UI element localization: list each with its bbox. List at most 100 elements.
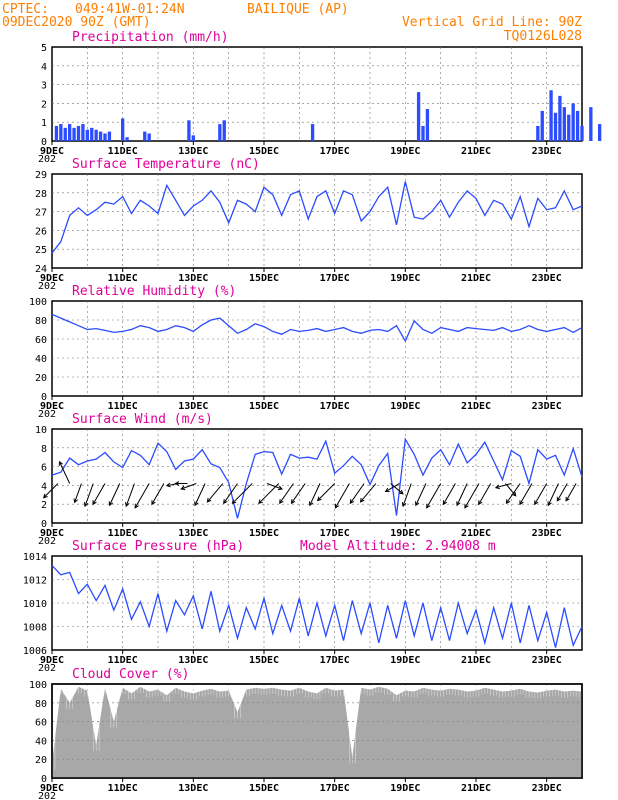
x-tick-label: 17DEC [320,783,350,794]
precip-bar [98,131,103,141]
wind-arrow [279,483,294,504]
precip-bar [121,118,125,141]
wind-arrow-head [258,499,263,505]
x-tick-label: 13DEC [178,655,208,666]
wind-arrow [505,483,517,497]
precip-bar [222,120,226,141]
wind-arrow-head [384,487,390,493]
x-tick-label: 19DEC [390,273,420,284]
series-line [51,437,583,519]
precip-bar [310,124,315,141]
x-tick-label: 15DEC [249,146,279,157]
precip-bar [85,129,89,141]
y-tick-label: 60 [35,335,47,346]
panel-frame [51,300,583,397]
wind-arrow [43,483,59,499]
x-tick-label: 19DEC [390,528,420,539]
precip-bar [81,124,85,141]
precip-bar [72,127,76,141]
x-tick-label: 9DEC [40,783,64,794]
y-tick-label: 1010 [23,599,47,610]
model-altitude: Model Altitude: 2.94008 m [300,539,496,554]
panel-title: Relative Humidity (%) [72,284,236,299]
x-tick-label: 19DEC [390,401,420,412]
panel-frame [51,428,583,524]
y-tick-label: 40 [35,736,47,747]
y-tick-label: 1012 [23,576,47,587]
wind-arrow-head [58,460,63,466]
precip-bar [59,124,63,141]
y-tick-label: 29 [35,170,47,181]
precip-bar [187,120,191,141]
y-tick-label: 2 [41,99,47,110]
x-tick-label: 17DEC [320,146,350,157]
y-tick-label: 2 [41,500,47,511]
x-tick-label: 9DEC [40,273,64,284]
y-tick-label: 1 [41,118,47,129]
y-tick-label: 26 [35,226,47,237]
panel-3: 0 2 4 6 8 10 9DEC 11DEC 13DEC 15DEC 17DEC 19DEC 21DE… [35,412,583,547]
x-tick-label: 13DEC [178,528,208,539]
y-tick-label: 28 [35,189,47,200]
x-tick-label: 11DEC [108,783,138,794]
header-code: TQ0126L028 [504,29,582,44]
wind-arrow-head [151,500,156,506]
wind-arrow-head [426,503,431,509]
x-tick-label: 9DEC [40,146,64,157]
panel-1: 24 25 26 27 28 29 9DEC 11DEC 13DEC 15DEC 17DEC 19DE… [35,157,583,292]
panel-4: 1006 1008 1010 1012 1014 9DEC 11DEC 13DEC 15DEC 1… [23,539,583,674]
precip-bar [571,103,575,141]
x-tick-label: 15DEC [249,528,279,539]
panel-5: 0 20 40 60 80 100 9DEC 11DEC 13DEC 15DEC 17DEC 19DE… [29,667,583,800]
wind-arrow [151,483,165,505]
wind-arrow [181,483,197,490]
precip-bar [562,107,566,141]
wind-arrow [258,483,280,504]
x-tick-label: 13DEC [178,401,208,412]
y-tick-label: 5 [41,43,47,54]
wind-arrow [349,483,365,504]
wind-arrow-head [565,496,570,502]
y-tick-label: 25 [35,245,47,256]
precip-bar [125,137,129,141]
wind-arrow [360,483,377,503]
precip-bar [549,90,553,141]
wind-arrow [84,483,94,507]
wind-arrow-head [194,501,199,507]
precip-bar [147,133,151,141]
wind-arrow [505,483,521,504]
precip-bar [218,124,222,141]
wind-arrow-head [398,489,404,495]
precip-bar [54,125,59,141]
precip-bar [107,131,112,141]
y-tick-label: 80 [35,316,47,327]
wind-arrow-head [180,485,186,491]
precip-bar [580,125,584,141]
y-tick-label: 20 [35,755,47,766]
wind-arrow [59,461,71,484]
y-tick-label: 3 [41,81,47,92]
wind-arrow [291,483,306,504]
wind-arrow [266,483,283,490]
wind-arrow [402,483,412,507]
y-tick-label: 0 [41,774,47,785]
wind-arrow-head [290,499,296,505]
wind-arrow-head [464,503,469,509]
wind-arrow [442,483,456,505]
wind-arrow-head [231,499,237,505]
wind-arrow-head [401,502,407,508]
x-tick-label: 13DEC [178,273,208,284]
wind-arrow-head [534,500,539,506]
x-tick-label: 13DEC [178,783,208,794]
x-tick-label: 15DEC [249,273,279,284]
y-tick-label: 1008 [23,623,47,634]
wind-arrow [565,483,577,502]
wind-arrow-head [519,500,524,506]
wind-arrow [194,483,206,506]
precip-bar [589,107,593,141]
y-tick-label: 6 [41,463,47,474]
precip-bar [421,125,425,141]
x-tick-label: 11DEC [108,655,138,666]
wind-arrow [547,483,559,506]
wind-arrow-head [334,503,340,509]
